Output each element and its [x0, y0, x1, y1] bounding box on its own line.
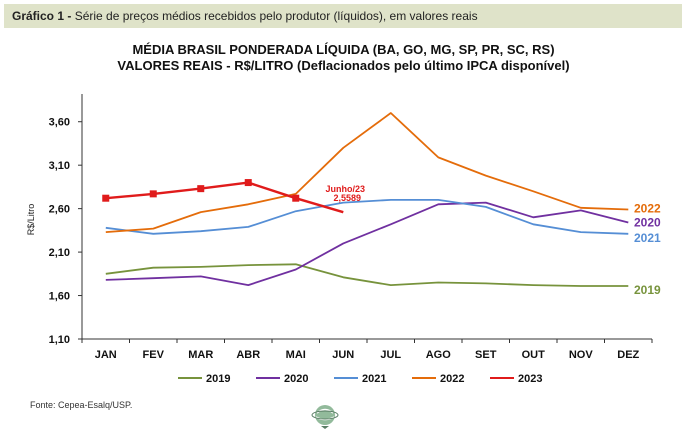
x-tick-label: FEV: [143, 349, 165, 361]
globe-logo-icon: [311, 405, 339, 429]
series-line-2020: [105, 201, 629, 287]
y-tick-label: 3,10: [49, 160, 70, 172]
x-tick-label: MAR: [188, 349, 213, 361]
x-tick-label: JAN: [95, 349, 117, 361]
series-end-label-2022: 2022: [634, 202, 661, 216]
x-tick-label: AGO: [426, 349, 452, 361]
legend-label-2023: 2023: [518, 373, 542, 385]
annotation-label: Junho/23: [325, 184, 365, 194]
data-point-2023: [197, 185, 205, 193]
legend-label-2022: 2022: [440, 373, 464, 385]
line-chart: 1,10 1,60 2,10 2,60 3,10 3,60 R$/Litro JAN FEV MA…: [26, 94, 661, 385]
series-line-2021: [105, 198, 629, 235]
caption-label: Gráfico 1 -: [12, 9, 72, 23]
legend-label-2021: 2021: [362, 373, 386, 385]
x-tick-label: MAI: [286, 349, 306, 361]
data-point-2023: [292, 194, 300, 202]
x-tick-label: OUT: [522, 349, 546, 361]
y-tick-label: 2,10: [49, 247, 70, 259]
x-tick-label: DEZ: [617, 349, 639, 361]
x-tick-label: NOV: [569, 349, 594, 361]
source-note: Fonte: Cepea-Esalq/USP.: [30, 400, 133, 410]
series-end-label-2021: 2021: [634, 231, 661, 245]
series-end-label-2020: 2020: [634, 216, 661, 230]
chart-title: MÉDIA BRASIL PONDERADA LÍQUIDA (BA, GO, …: [132, 42, 555, 57]
data-point-2023: [149, 190, 157, 198]
data-point-2023: [244, 179, 252, 187]
series-line-2022: [105, 112, 629, 233]
legend-label-2020: 2020: [284, 373, 308, 385]
caption-text: Série de preços médios recebidos pelo pr…: [74, 9, 478, 23]
figure-caption: Gráfico 1 - Série de preços médios receb…: [4, 4, 682, 28]
y-tick-label: 3,60: [49, 117, 70, 129]
series-line-2023: [105, 181, 344, 214]
y-axis-label: R$/Litro: [26, 204, 36, 236]
legend-label-2019: 2019: [206, 373, 230, 385]
data-point-2023: [102, 194, 110, 202]
x-tick-label: ABR: [236, 349, 260, 361]
chart-subtitle: VALORES REAIS - R$/LITRO (Deflacionados …: [117, 58, 570, 73]
x-tick-label: JUN: [332, 349, 354, 361]
x-tick-label: SET: [475, 349, 497, 361]
x-tick-label: JUL: [380, 349, 401, 361]
y-tick-label: 1,60: [49, 291, 70, 303]
y-tick-label: 1,10: [49, 334, 70, 346]
series-line-2019: [105, 263, 629, 287]
series-end-label-2019: 2019: [634, 283, 661, 297]
annotation-value: 2,5589: [333, 193, 361, 203]
y-tick-label: 2,60: [49, 204, 70, 216]
